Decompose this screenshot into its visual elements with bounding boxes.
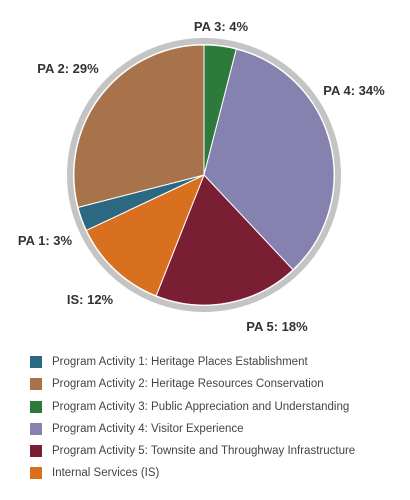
pie-slice-labels: PA 3: 4% PA 4: 34% PA 5: 18% IS: 12% PA 1: 3… — [18, 19, 385, 334]
pie-slice-5 — [73, 44, 205, 208]
legend-item-pa1: Program Activity 1: Heritage Places Esta… — [30, 352, 402, 372]
legend-swatch-pa1 — [30, 356, 42, 368]
chart-legend: Program Activity 1: Heritage Places Esta… — [30, 352, 402, 486]
legend-item-pa2: Program Activity 2: Heritage Resources C… — [30, 374, 402, 394]
pie-slice-2 — [155, 174, 294, 306]
slice-label-0: PA 3: 4% — [194, 19, 249, 34]
legend-item-pa3: Program Activity 3: Public Appreciation … — [30, 397, 402, 417]
legend-label-pa4: Program Activity 4: Visitor Experience — [52, 422, 244, 435]
legend-swatch-is — [30, 467, 42, 480]
legend-label-pa3: Program Activity 3: Public Appreciation … — [52, 400, 350, 413]
slice-label-4: PA 1: 3% — [18, 233, 73, 248]
pie-chart: PA 3: 4% PA 4: 34% PA 5: 18% IS: 12% PA 1: 3… — [18, 19, 385, 334]
slice-label-3: IS: 12% — [67, 292, 114, 307]
pie-slices — [73, 44, 335, 306]
legend-item-pa4: Program Activity 4: Visitor Experience — [30, 419, 402, 439]
pie-slice-1 — [203, 48, 335, 271]
legend-swatch-pa2 — [30, 378, 42, 391]
pie-slice-3 — [85, 174, 205, 297]
legend-item-is: Internal Services (IS) — [30, 463, 402, 483]
legend-swatch-pa3 — [30, 400, 42, 413]
slice-label-5: PA 2: 29% — [37, 61, 99, 76]
legend-label-is: Internal Services (IS) — [52, 467, 160, 480]
legend-swatch-pa4 — [30, 422, 42, 435]
slice-label-1: PA 4: 34% — [323, 83, 385, 98]
legend-item-pa5: Program Activity 5: Townsite and Through… — [30, 441, 402, 461]
legend-label-pa5: Program Activity 5: Townsite and Through… — [52, 445, 356, 458]
legend-label-pa1: Program Activity 1: Heritage Places Esta… — [52, 356, 308, 368]
legend-label-pa2: Program Activity 2: Heritage Resources C… — [52, 378, 324, 391]
slice-label-2: PA 5: 18% — [246, 319, 308, 334]
legend-swatch-pa5 — [30, 445, 42, 458]
